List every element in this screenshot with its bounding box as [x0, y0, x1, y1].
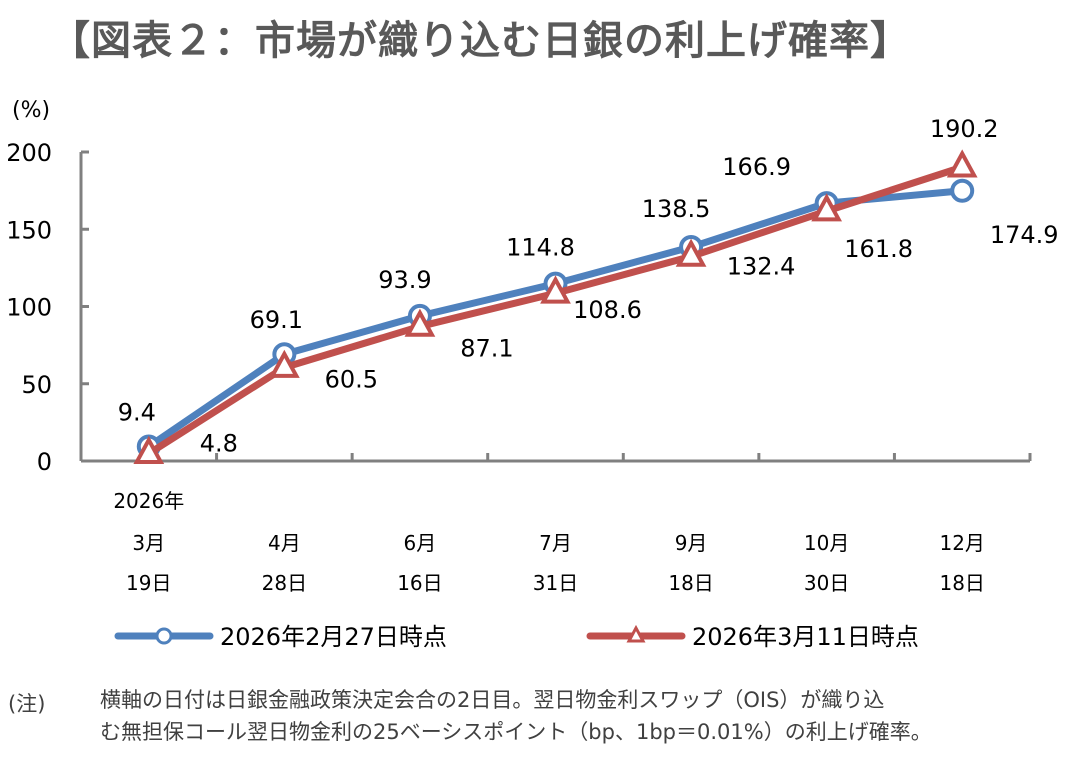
- x-tick-label-day: 28日: [262, 571, 307, 595]
- data-label: 166.9: [722, 153, 791, 181]
- x-tick-label-month: 6月: [404, 531, 437, 555]
- data-label: 4.8: [200, 430, 238, 458]
- x-tick-label-day: 19日: [126, 571, 171, 595]
- x-tick-label-day: 18日: [939, 571, 984, 595]
- data-label: 132.4: [727, 252, 796, 280]
- data-label: 108.6: [573, 296, 642, 324]
- y-tick-label: 50: [21, 371, 52, 399]
- data-point-triangle: [811, 193, 843, 222]
- x-tick-label-month: 3月: [132, 531, 165, 555]
- data-point-triangle: [268, 349, 300, 378]
- y-tick-label: 200: [6, 139, 52, 167]
- data-label: 69.1: [250, 306, 303, 334]
- data-label: 93.9: [378, 266, 431, 294]
- data-point-triangle: [675, 238, 707, 267]
- data-label: 161.8: [844, 235, 913, 263]
- data-label: 114.8: [506, 234, 575, 262]
- x-tick-label-month: 12月: [939, 531, 984, 555]
- chart-title: 【図表２：市場が織り込む日銀の利上げ確率】: [50, 18, 911, 64]
- y-axis-unit: (%): [12, 98, 50, 123]
- note-label: (注): [8, 692, 46, 716]
- legend-marker-circle: [155, 627, 173, 645]
- legend-marker-triangle: [626, 624, 646, 643]
- y-tick-label: 150: [6, 216, 52, 244]
- data-label: 190.2: [930, 115, 999, 143]
- data-point-circle: [950, 178, 975, 203]
- x-tick-label-month: 10月: [804, 531, 849, 555]
- data-label: 87.1: [460, 334, 513, 362]
- x-year-label: 2026年: [113, 489, 184, 513]
- note-line-1: 横軸の日付は日銀金融政策決定会合の2日目。翌日物金利スワップ（OIS）が織り込: [100, 688, 885, 712]
- data-label: 138.5: [642, 195, 711, 223]
- data-point-triangle: [540, 275, 571, 304]
- x-tick-label-day: 18日: [668, 571, 713, 595]
- y-tick-label: 100: [6, 294, 52, 322]
- data-point-triangle: [133, 435, 165, 464]
- note-text: 横軸の日付は日銀金融政策決定会合の2日目。翌日物金利スワップ（OIS）が織り込 …: [100, 684, 1085, 748]
- y-tick-label: 0: [37, 448, 52, 476]
- x-tick-label-month: 9月: [675, 531, 708, 555]
- legend-label-2: 2026年3月11日時点: [692, 623, 919, 651]
- data-point-triangle: [404, 308, 436, 337]
- data-label: 60.5: [325, 366, 378, 394]
- note-line-2: む無担保コール翌日物金利の25ベーシスポイント（bp、1bp＝0.01%）の利上…: [100, 720, 932, 744]
- x-tick-label-day: 31日: [533, 571, 578, 595]
- data-label: 9.4: [118, 398, 156, 426]
- x-tick-label-month: 7月: [539, 531, 572, 555]
- legend-label-1: 2026年2月27日時点: [220, 623, 447, 651]
- data-point-triangle: [946, 149, 978, 178]
- x-tick-label-day: 16日: [397, 571, 442, 595]
- x-tick-label-day: 30日: [804, 571, 849, 595]
- x-tick-label-month: 4月: [268, 531, 301, 555]
- data-label: 174.9: [990, 221, 1059, 249]
